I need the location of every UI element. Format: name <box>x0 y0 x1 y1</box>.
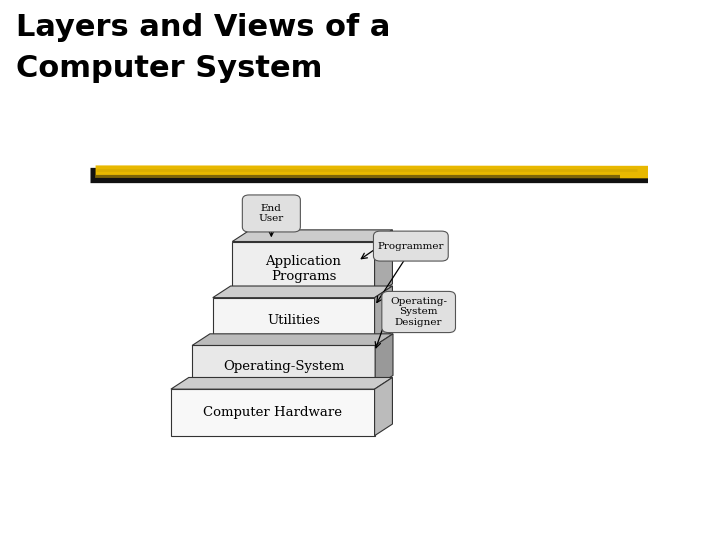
Bar <box>233 241 374 295</box>
FancyBboxPatch shape <box>374 231 449 261</box>
Polygon shape <box>171 377 392 389</box>
FancyBboxPatch shape <box>382 292 456 333</box>
Bar <box>171 389 374 436</box>
Text: Operating-System: Operating-System <box>223 360 344 373</box>
Polygon shape <box>374 286 392 343</box>
Text: Operating-
System
Designer: Operating- System Designer <box>390 297 447 327</box>
Polygon shape <box>213 286 392 298</box>
Polygon shape <box>374 230 392 295</box>
Text: Programmer: Programmer <box>377 241 444 251</box>
Text: Computer System: Computer System <box>16 54 323 83</box>
Polygon shape <box>375 334 393 387</box>
Text: Utilities: Utilities <box>267 314 320 327</box>
Polygon shape <box>374 377 392 436</box>
Polygon shape <box>192 334 393 346</box>
Polygon shape <box>233 230 392 241</box>
FancyBboxPatch shape <box>243 195 300 232</box>
Text: Application
Programs: Application Programs <box>266 254 341 282</box>
Text: End
User: End User <box>258 204 284 223</box>
Bar <box>213 298 374 343</box>
Text: Layers and Views of a: Layers and Views of a <box>16 14 390 43</box>
Text: Computer Hardware: Computer Hardware <box>203 406 342 419</box>
Bar <box>192 346 375 387</box>
